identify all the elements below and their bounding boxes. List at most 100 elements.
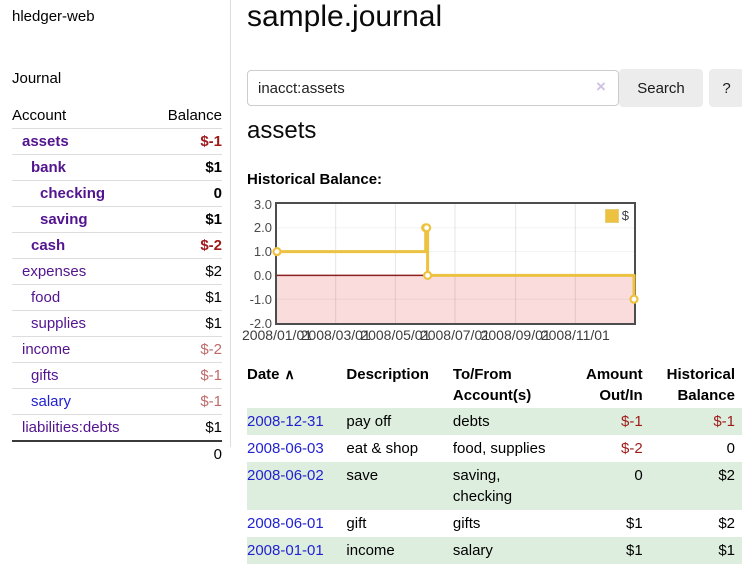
transaction-row: 2008-06-02 save saving, checking 0 $2 [247, 462, 742, 510]
transaction-row: 2008-12-31 pay off debts $-1 $-1 [247, 408, 742, 435]
transaction-balance-cell: $2 [718, 515, 735, 532]
transaction-amount-cell: $-2 [620, 440, 643, 457]
account-link[interactable]: gifts [31, 367, 59, 384]
x-axis-tick-label: 2008/07/01 [419, 327, 491, 343]
transaction-amount-cell: $1 [625, 515, 643, 532]
account-link[interactable]: supplies [31, 315, 87, 332]
x-axis-tick-label: 2008/03/01 [300, 327, 371, 343]
clear-search-icon[interactable]: × [596, 77, 606, 96]
transaction-date-link[interactable]: 2008-06-01 [247, 515, 324, 532]
account-row: gifts $-1 [12, 362, 222, 389]
amount-column-header: Amount Out/In [586, 366, 643, 404]
app-brand-link[interactable]: hledger-web [12, 8, 95, 25]
transaction-balance-cell: $2 [718, 467, 735, 484]
account-balance-cell: $2 [205, 263, 222, 280]
transaction-amount-cell: $-1 [620, 413, 643, 430]
account-row: income $-2 [12, 336, 222, 363]
account-name-cell: cash [12, 233, 152, 259]
account-row: liabilities:debts $1 [12, 414, 222, 442]
accounts-total-row: 0 [12, 441, 222, 467]
account-name-cell: liabilities:debts [12, 415, 152, 442]
tofrom-column-header: To/From Account(s) [452, 366, 532, 404]
account-link[interactable]: food [31, 289, 61, 306]
transaction-balance-cell: $-1 [713, 413, 735, 430]
account-name-cell: bank [12, 155, 152, 181]
sidebar-item-journal[interactable]: Journal [12, 70, 62, 87]
transaction-accounts-cell: gifts [452, 515, 481, 532]
account-name-cell: food [12, 285, 152, 311]
accounts-column-header: Account [12, 107, 67, 124]
account-row: checking 0 [12, 180, 222, 207]
page-title: sample.journal [247, 0, 443, 33]
transaction-accounts-cell: salary [452, 542, 493, 559]
transaction-date-cell: 2008-06-01 [247, 510, 346, 537]
account-link[interactable]: salary [31, 393, 72, 410]
account-link[interactable]: checking [40, 185, 106, 202]
transaction-accounts-cell: saving, checking [452, 467, 513, 505]
account-balance-cell: $-1 [200, 393, 222, 410]
account-balance-cell: $1 [205, 159, 222, 176]
account-balance-cell: $1 [205, 211, 222, 228]
legend-label: $ [621, 208, 629, 223]
chart-plot-area[interactable]: $ [272, 202, 639, 325]
account-link[interactable]: expenses [22, 263, 87, 280]
account-link[interactable]: assets [22, 133, 69, 150]
search-button[interactable]: Search [619, 69, 703, 107]
account-row: cash $-2 [12, 232, 222, 259]
search-input[interactable] [247, 70, 619, 106]
register-header-row: Date ∧ Description To/From Account(s) Amou… [247, 362, 742, 408]
account-link[interactable]: cash [31, 237, 66, 254]
transaction-date-cell: 2008-06-03 [247, 435, 346, 462]
transaction-date-cell: 2008-06-02 [247, 462, 346, 510]
register-table: Date ∧ Description To/From Account(s) Amou… [247, 362, 742, 564]
account-row: expenses $2 [12, 258, 222, 285]
account-link[interactable]: bank [31, 159, 67, 176]
y-axis-tick-label: -2.0 [249, 315, 272, 331]
accounts-table-header-row: Account Balance [12, 103, 222, 129]
x-axis-tick-label: 2008/01/01 [241, 327, 313, 343]
transaction-balance-cell: 0 [726, 440, 735, 457]
transaction-date-link[interactable]: 2008-06-02 [247, 467, 324, 484]
help-button[interactable]: ? [709, 69, 742, 107]
account-name-cell: salary [12, 389, 152, 415]
account-name-cell: checking [12, 181, 152, 207]
x-axis-tick-label: 2008/11/01 [540, 327, 610, 343]
date-column-header[interactable]: Date ∧ [247, 366, 295, 383]
transaction-date-link[interactable]: 2008-01-01 [247, 542, 324, 559]
transaction-date-cell: 2008-12-31 [247, 408, 346, 435]
accounts-total-spacer [12, 441, 152, 467]
sort-asc-icon: ∧ [284, 366, 295, 382]
account-name-cell: gifts [12, 363, 152, 389]
legend-swatch-icon [604, 208, 619, 223]
transaction-date-link[interactable]: 2008-12-31 [247, 413, 324, 430]
y-axis-tick-label: 1.0 [253, 244, 272, 260]
y-axis-tick-label: 3.0 [253, 196, 272, 212]
account-balance-cell: $-1 [200, 367, 222, 384]
account-name-cell: expenses [12, 259, 152, 285]
account-row: assets $-1 [12, 128, 222, 155]
balance-column-header: Balance [167, 107, 222, 124]
account-link[interactable]: liabilities:debts [22, 419, 120, 436]
account-link[interactable]: income [22, 341, 71, 358]
sidebar: hledger-web Journal Account Balance asse… [0, 0, 231, 463]
account-balance-cell: $-2 [200, 341, 222, 358]
transaction-date-link[interactable]: 2008-06-03 [247, 440, 324, 457]
x-axis-tick-label: 2008/09/01 [480, 327, 551, 343]
transaction-row: 2008-06-01 gift gifts $1 $2 [247, 510, 742, 537]
account-row: salary $-1 [12, 388, 222, 415]
account-row: supplies $1 [12, 310, 222, 337]
transaction-balance-cell: $1 [718, 542, 735, 559]
account-balance-cell: $1 [205, 289, 222, 306]
account-link[interactable]: saving [40, 211, 88, 228]
transaction-description-cell: income [346, 542, 395, 559]
chart-canvas [272, 204, 639, 323]
transaction-description-cell: save [346, 467, 379, 484]
account-row: saving $1 [12, 206, 222, 233]
transaction-description-cell: gift [346, 515, 367, 532]
current-account-heading: assets [247, 117, 317, 144]
accounts-total-value: 0 [213, 446, 222, 463]
transaction-amount-cell: 0 [634, 467, 643, 484]
account-name-cell: supplies [12, 311, 152, 337]
chart-legend: $ [602, 207, 631, 224]
transaction-row: 2008-01-01 income salary $1 $1 [247, 537, 742, 564]
